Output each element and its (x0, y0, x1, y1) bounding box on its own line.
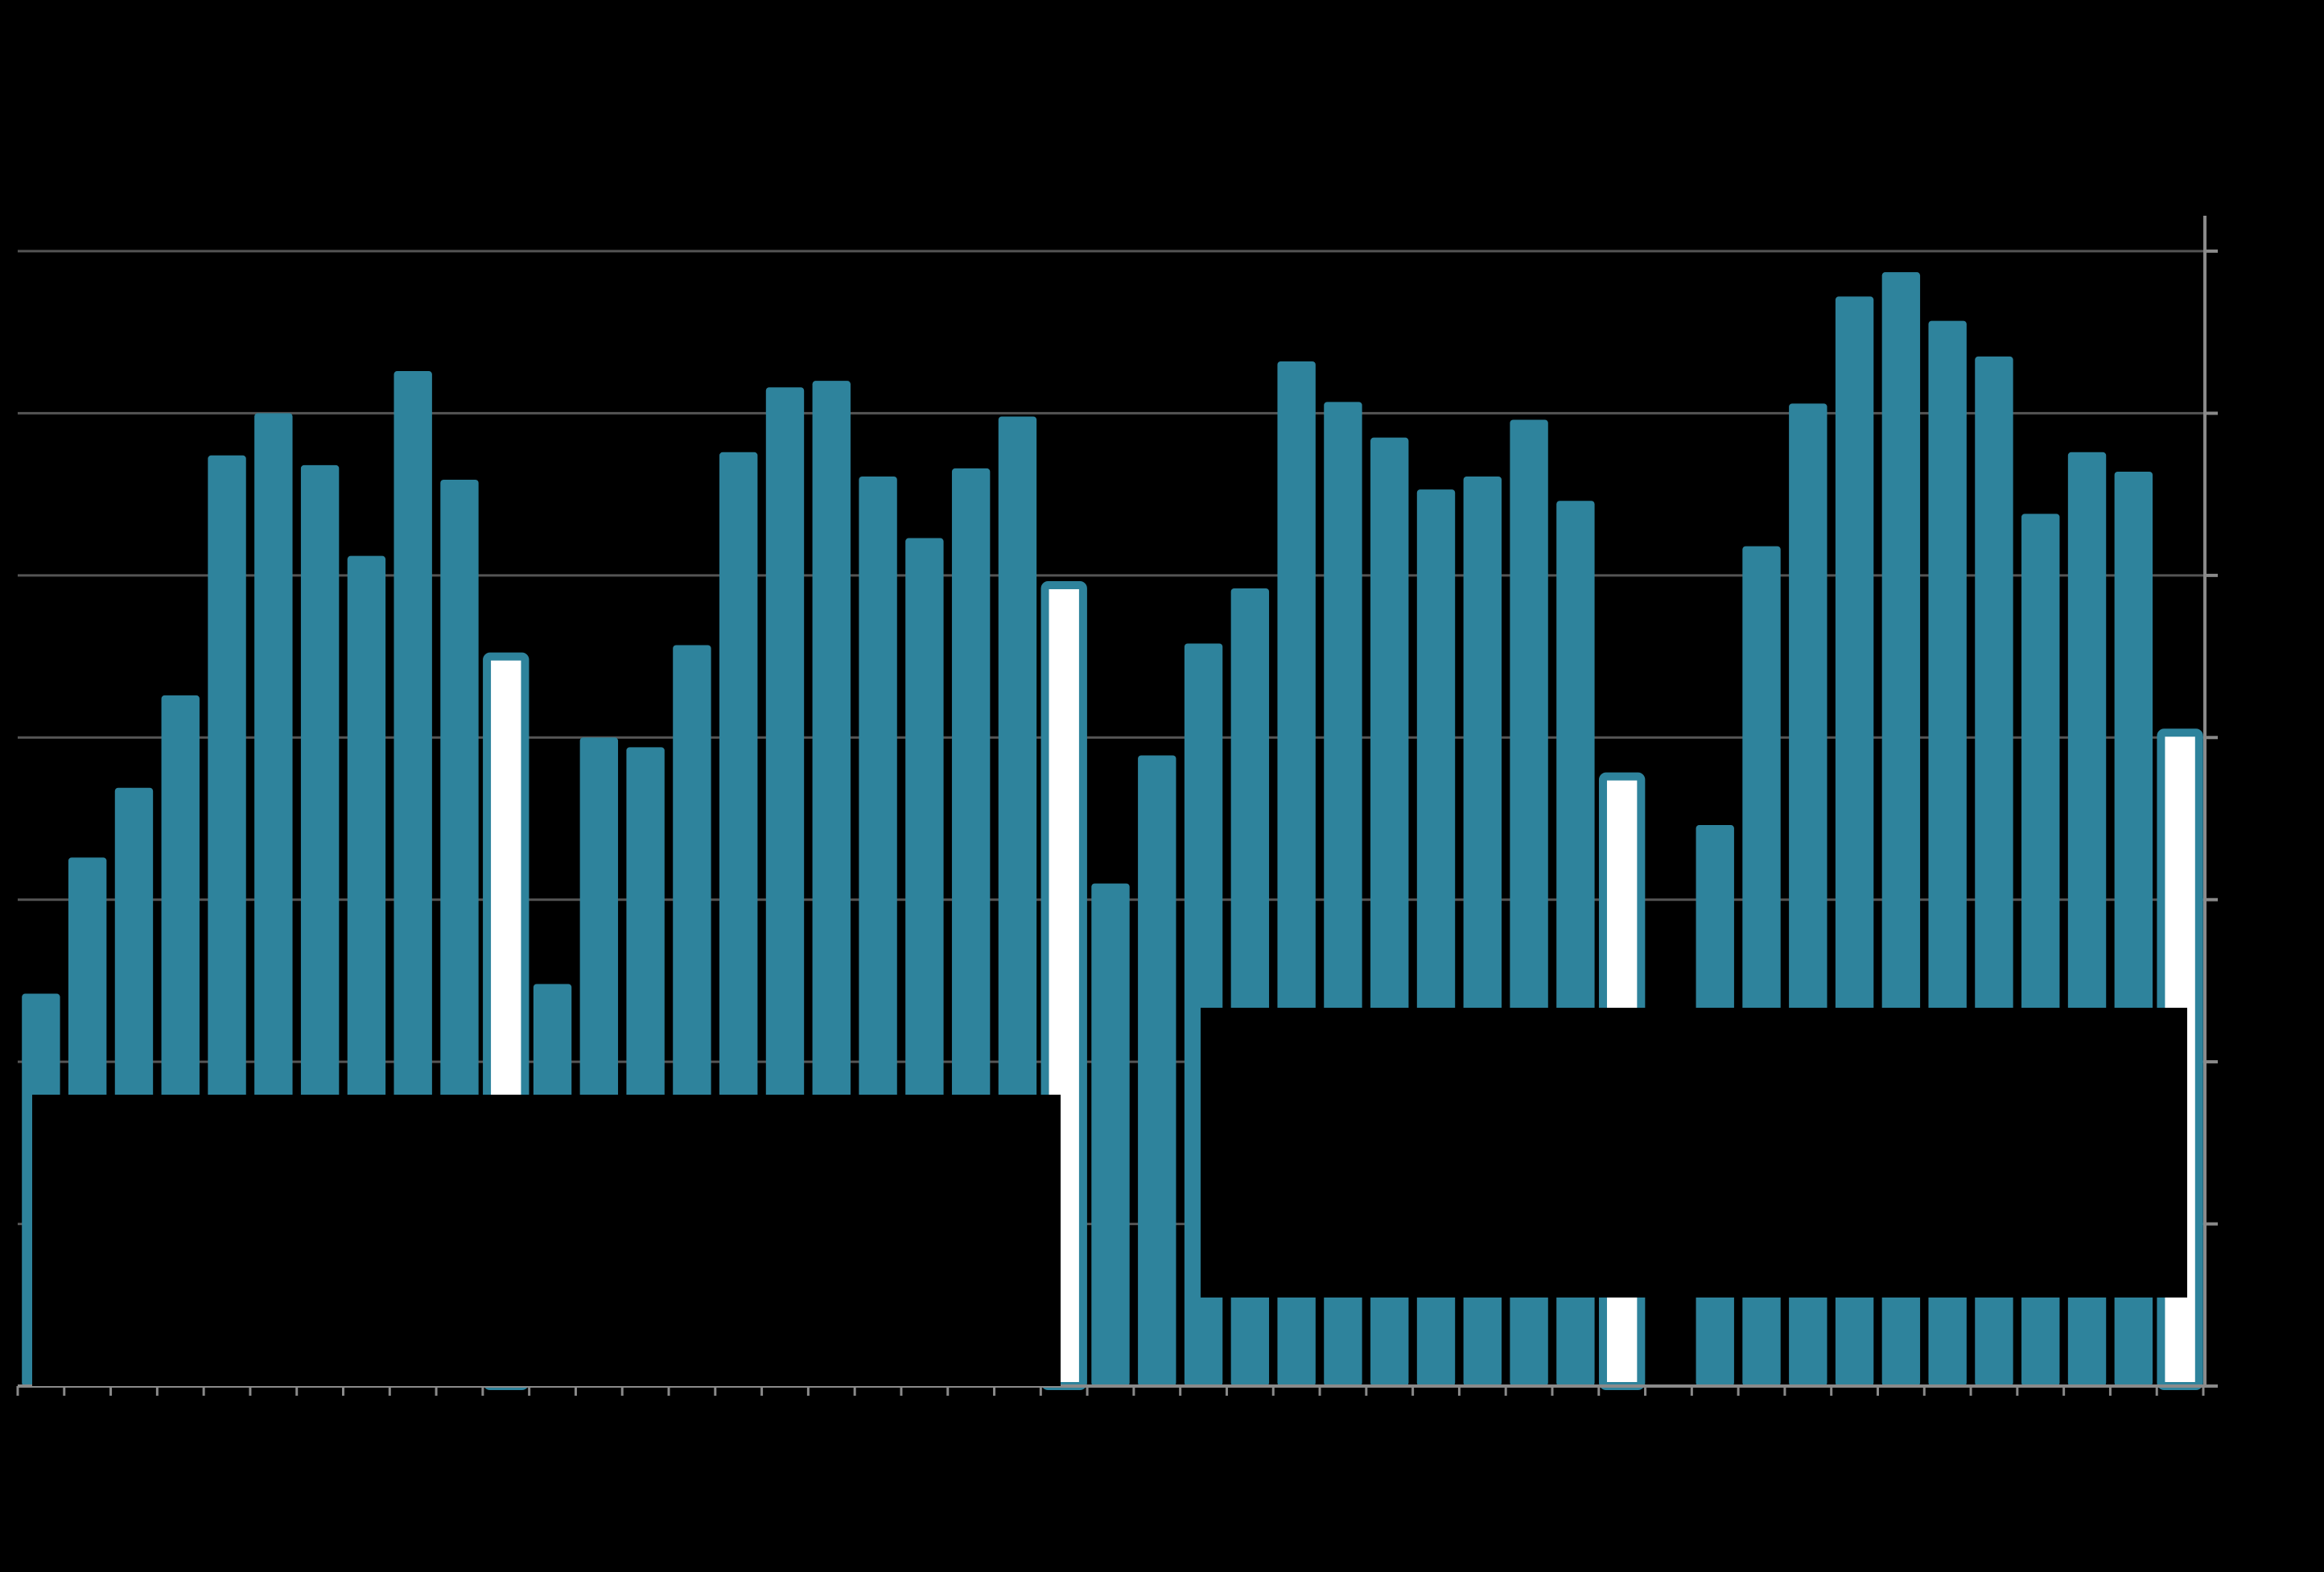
right-overlay-box (1201, 1008, 2187, 1298)
bar-24 (1138, 755, 1176, 1386)
left-overlay-box (32, 1095, 1061, 1386)
bar-23 (1091, 883, 1130, 1386)
overlays (32, 1008, 2187, 1386)
